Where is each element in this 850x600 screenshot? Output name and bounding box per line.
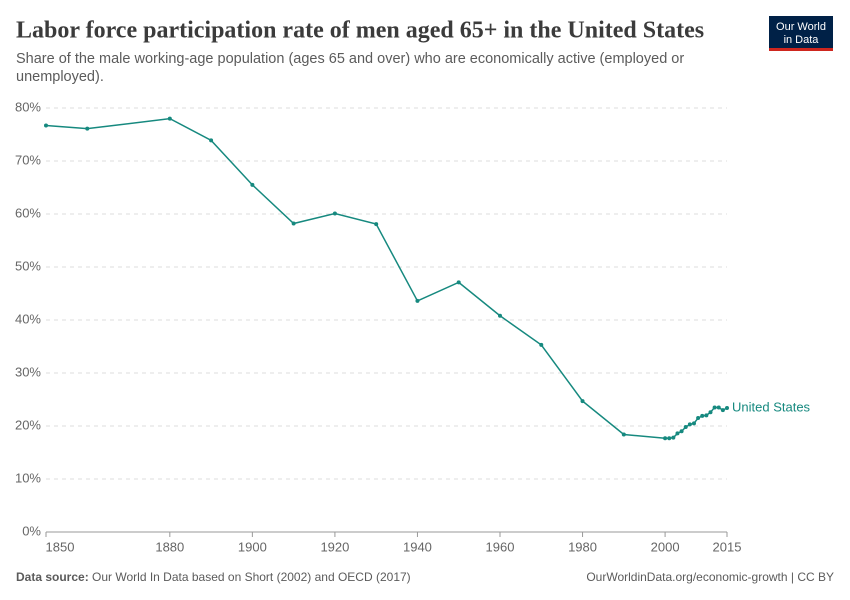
data-point: [498, 313, 502, 318]
source-label: Data source:: [16, 570, 89, 584]
x-tick-label: 1880: [155, 539, 184, 554]
data-point: [374, 222, 379, 227]
x-tick-label: 1900: [238, 539, 267, 554]
data-point: [700, 413, 705, 418]
data-point: [621, 432, 626, 437]
x-tick-label: 1980: [568, 539, 597, 554]
data-point: [716, 405, 721, 410]
y-tick-label: 20%: [15, 417, 41, 432]
y-tick-label: 0%: [22, 523, 41, 538]
data-point: [712, 405, 717, 410]
data-point: [332, 211, 337, 216]
data-point: [704, 413, 709, 418]
data-point: [720, 408, 725, 413]
data-point: [415, 298, 420, 303]
data-point: [667, 436, 672, 441]
data-point: [708, 410, 713, 415]
y-tick-label: 60%: [15, 205, 41, 220]
x-tick-label: 1960: [486, 539, 515, 554]
footer-source: Data source: Our World In Data based on …: [16, 570, 411, 584]
logo-stripe: [769, 48, 833, 51]
data-point: [687, 422, 692, 427]
chart-title: Labor force participation rate of men ag…: [16, 18, 704, 44]
x-tick-label: 2000: [651, 539, 680, 554]
data-point: [539, 342, 544, 347]
y-tick-label: 50%: [15, 258, 41, 273]
x-tick-label: 2015: [713, 539, 742, 554]
footer-url: OurWorldinData.org/economic-growth | CC …: [586, 570, 834, 584]
logo-text: in Data: [784, 34, 820, 46]
data-point: [209, 138, 214, 143]
y-tick-label: 80%: [15, 99, 41, 114]
data-point: [250, 182, 255, 187]
data-point: [696, 416, 701, 421]
y-tick-label: 70%: [15, 152, 41, 167]
data-point: [691, 421, 696, 426]
data-point: [663, 436, 668, 441]
data-point: [675, 431, 680, 436]
series-label: United States: [732, 399, 811, 414]
y-tick-label: 40%: [15, 311, 41, 326]
data-point: [167, 116, 172, 121]
x-tick-label: 1850: [46, 539, 75, 554]
logo-text: Our World: [776, 21, 826, 33]
data-point: [85, 126, 90, 131]
data-point: [671, 435, 676, 440]
data-point: [44, 123, 48, 128]
data-point: [683, 425, 688, 430]
source: Our World In Data based on Short (2002) …: [92, 570, 411, 584]
y-tick-label: 10%: [15, 470, 41, 485]
data-point: [725, 405, 729, 410]
data-point: [456, 280, 461, 285]
x-tick-label: 1920: [320, 539, 349, 554]
data-point: [580, 399, 585, 404]
x-tick-label: 1940: [403, 539, 432, 554]
y-tick-label: 30%: [15, 364, 41, 379]
data-point: [291, 221, 296, 226]
chart-subtitle: Share of the male working-age population…: [16, 51, 684, 85]
series-line: [45, 117, 728, 439]
data-point: [679, 429, 684, 434]
logo-box: [769, 16, 833, 50]
